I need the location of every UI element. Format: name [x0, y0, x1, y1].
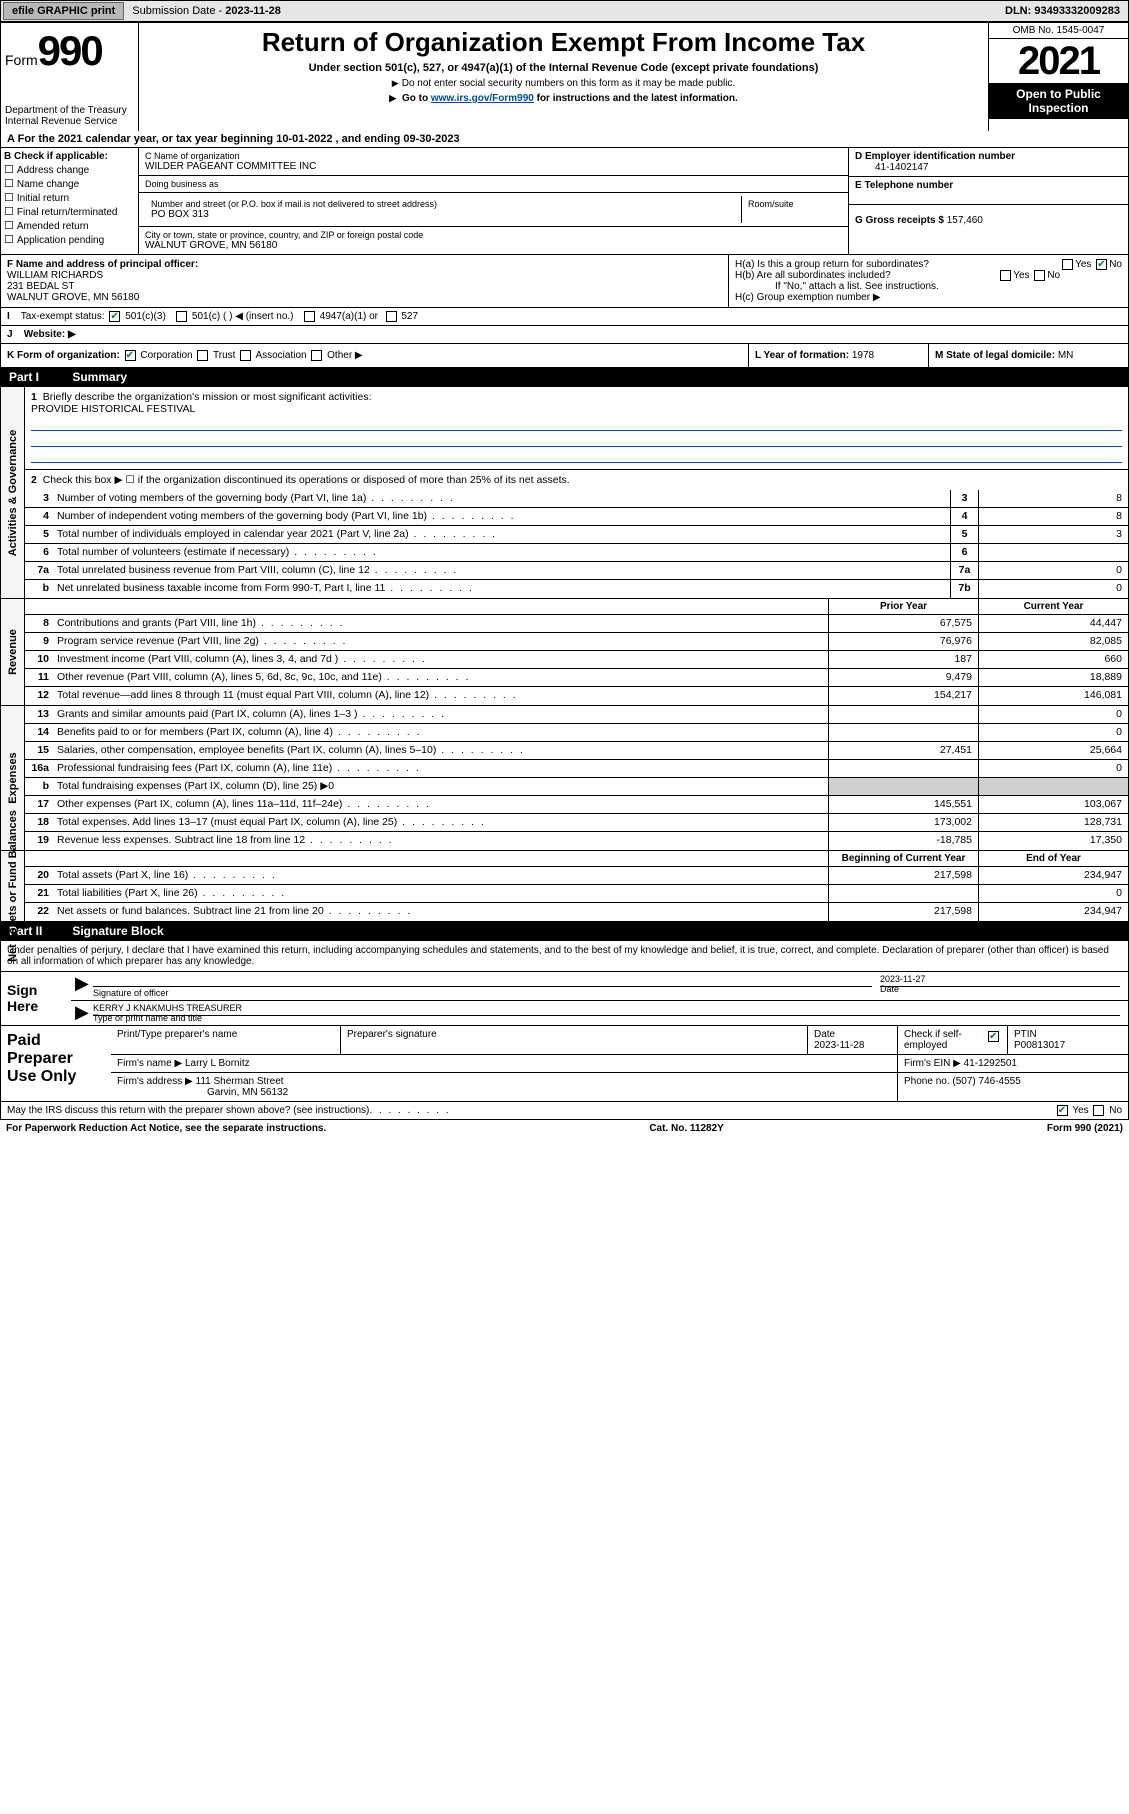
officer-name-title: KERRY J KNAKMUHS TREASURER Type or print… [93, 1015, 1120, 1023]
firm-phone: (507) 746-4555 [952, 1076, 1020, 1087]
instructions-link[interactable]: www.irs.gov/Form990 [431, 93, 534, 104]
discuss-yes[interactable] [1057, 1105, 1068, 1116]
org-name: WILDER PAGEANT COMMITTEE INC [145, 161, 842, 172]
summary-line: bTotal fundraising expenses (Part IX, co… [25, 778, 1128, 796]
mission: PROVIDE HISTORICAL FESTIVAL [31, 403, 195, 415]
chk-address-change[interactable]: Address change [4, 163, 135, 176]
dln: DLN: 93493332009283 [1005, 5, 1128, 17]
section-de: D Employer identification number 41-1402… [848, 148, 1128, 254]
sig-intro: Under penalties of perjury, I declare th… [0, 941, 1129, 972]
summary-line: 19Revenue less expenses. Subtract line 1… [25, 832, 1128, 850]
ha-no[interactable] [1096, 259, 1107, 270]
topbar: efile GRAPHIC print Submission Date - 20… [0, 0, 1129, 22]
summary-line: 21Total liabilities (Part X, line 26)0 [25, 885, 1128, 903]
hb-no[interactable] [1034, 270, 1045, 281]
ein: 41-1402147 [855, 162, 928, 173]
section-i: I Tax-exempt status: 501(c)(3) 501(c) ( … [0, 308, 1129, 326]
discuss-row: May the IRS discuss this return with the… [0, 1102, 1129, 1120]
section-h: H(a) Is this a group return for subordin… [728, 255, 1128, 307]
part1-body: Activities & Governance 1 Briefly descri… [0, 387, 1129, 922]
footer: For Paperwork Reduction Act Notice, see … [0, 1120, 1129, 1137]
summary-line: 6Total number of volunteers (estimate if… [25, 544, 1128, 562]
chk-501c3[interactable] [109, 311, 120, 322]
sig-arrow-icon: ▶ [75, 1003, 89, 1023]
chk-final-return[interactable]: Final return/terminated [4, 205, 135, 218]
summary-line: 12Total revenue—add lines 8 through 11 (… [25, 687, 1128, 705]
net-side-label: Net Assets or Fund Balances [1, 851, 25, 921]
year-block: OMB No. 1545-0047 2021 Open to Public In… [988, 23, 1128, 131]
summary-line: 10Investment income (Part VIII, column (… [25, 651, 1128, 669]
section-klm: K Form of organization: Corporation Trus… [0, 344, 1129, 368]
section-fh: F Name and address of principal officer:… [0, 255, 1129, 308]
submission-date-label: Submission Date - 2023-11-28 [126, 5, 287, 17]
summary-line: 5Total number of individuals employed in… [25, 526, 1128, 544]
officer-name: WILLIAM RICHARDS [7, 270, 103, 281]
chk-name-change[interactable]: Name change [4, 177, 135, 190]
chk-self-employed[interactable] [988, 1031, 999, 1042]
summary-line: 22Net assets or fund balances. Subtract … [25, 903, 1128, 921]
summary-line: 4Number of independent voting members of… [25, 508, 1128, 526]
chk-initial-return[interactable]: Initial return [4, 191, 135, 204]
section-j: J Website: ▶ [0, 326, 1129, 344]
chk-trust[interactable] [197, 350, 208, 361]
rev-side-label: Revenue [1, 599, 25, 705]
chk-app-pending[interactable]: Application pending [4, 233, 135, 246]
paid-preparer-block: Paid Preparer Use Only Print/Type prepar… [0, 1026, 1129, 1102]
chk-corp[interactable] [125, 350, 136, 361]
summary-line: 11Other revenue (Part VIII, column (A), … [25, 669, 1128, 687]
year-formation: 1978 [852, 350, 874, 361]
firm-name: Larry L Bornitz [185, 1058, 250, 1069]
preparer-date: 2023-11-28 [814, 1040, 864, 1051]
gross-receipts: 157,460 [947, 215, 983, 226]
firm-addr: 111 Sherman Street [196, 1076, 284, 1087]
tax-period: A For the 2021 calendar year, or tax yea… [0, 131, 1129, 148]
summary-line: 8Contributions and grants (Part VIII, li… [25, 615, 1128, 633]
org-info-row: B Check if applicable: Address change Na… [0, 148, 1129, 255]
firm-ein: 41-1292501 [964, 1058, 1017, 1069]
part1-header: Part I Summary [0, 368, 1129, 387]
sig-date: 2023-11-27 Date [880, 986, 1120, 998]
hb-yes[interactable] [1000, 270, 1011, 281]
chk-4947[interactable] [304, 311, 315, 322]
summary-line: 18Total expenses. Add lines 13–17 (must … [25, 814, 1128, 832]
chk-other[interactable] [311, 350, 322, 361]
part2-header: Part II Signature Block [0, 922, 1129, 941]
summary-line: 7aTotal unrelated business revenue from … [25, 562, 1128, 580]
summary-line: 13Grants and similar amounts paid (Part … [25, 706, 1128, 724]
form-title-block: Return of Organization Exempt From Incom… [139, 23, 988, 131]
summary-line: 17Other expenses (Part IX, column (A), l… [25, 796, 1128, 814]
city: WALNUT GROVE, MN 56180 [145, 240, 842, 251]
ha-yes[interactable] [1062, 259, 1073, 270]
summary-line: 20Total assets (Part X, line 16)217,5982… [25, 867, 1128, 885]
ptin: P00813017 [1014, 1040, 1065, 1051]
domicile: MN [1058, 350, 1074, 361]
chk-527[interactable] [386, 311, 397, 322]
summary-line: 15Salaries, other compensation, employee… [25, 742, 1128, 760]
form-id-block: Form990 Department of the Treasury Inter… [1, 23, 139, 131]
chk-assoc[interactable] [240, 350, 251, 361]
chk-amended[interactable]: Amended return [4, 219, 135, 232]
summary-line: bNet unrelated business taxable income f… [25, 580, 1128, 598]
officer-signature[interactable]: Signature of officer [93, 986, 872, 998]
section-c: C Name of organization WILDER PAGEANT CO… [139, 148, 848, 254]
street: PO BOX 313 [151, 209, 735, 220]
discuss-no[interactable] [1093, 1105, 1104, 1116]
chk-501c[interactable] [176, 311, 187, 322]
sign-here-block: Sign Here ▶ Signature of officer 2023-11… [0, 972, 1129, 1026]
form-title: Return of Organization Exempt From Incom… [143, 27, 984, 58]
efile-print-button[interactable]: efile GRAPHIC print [3, 2, 124, 20]
summary-line: 16aProfessional fundraising fees (Part I… [25, 760, 1128, 778]
section-b: B Check if applicable: Address change Na… [1, 148, 139, 254]
sig-arrow-icon: ▶ [75, 974, 89, 998]
summary-line: 9Program service revenue (Part VIII, lin… [25, 633, 1128, 651]
summary-line: 14Benefits paid to or for members (Part … [25, 724, 1128, 742]
summary-line: 3Number of voting members of the governi… [25, 490, 1128, 508]
gov-side-label: Activities & Governance [1, 387, 25, 598]
